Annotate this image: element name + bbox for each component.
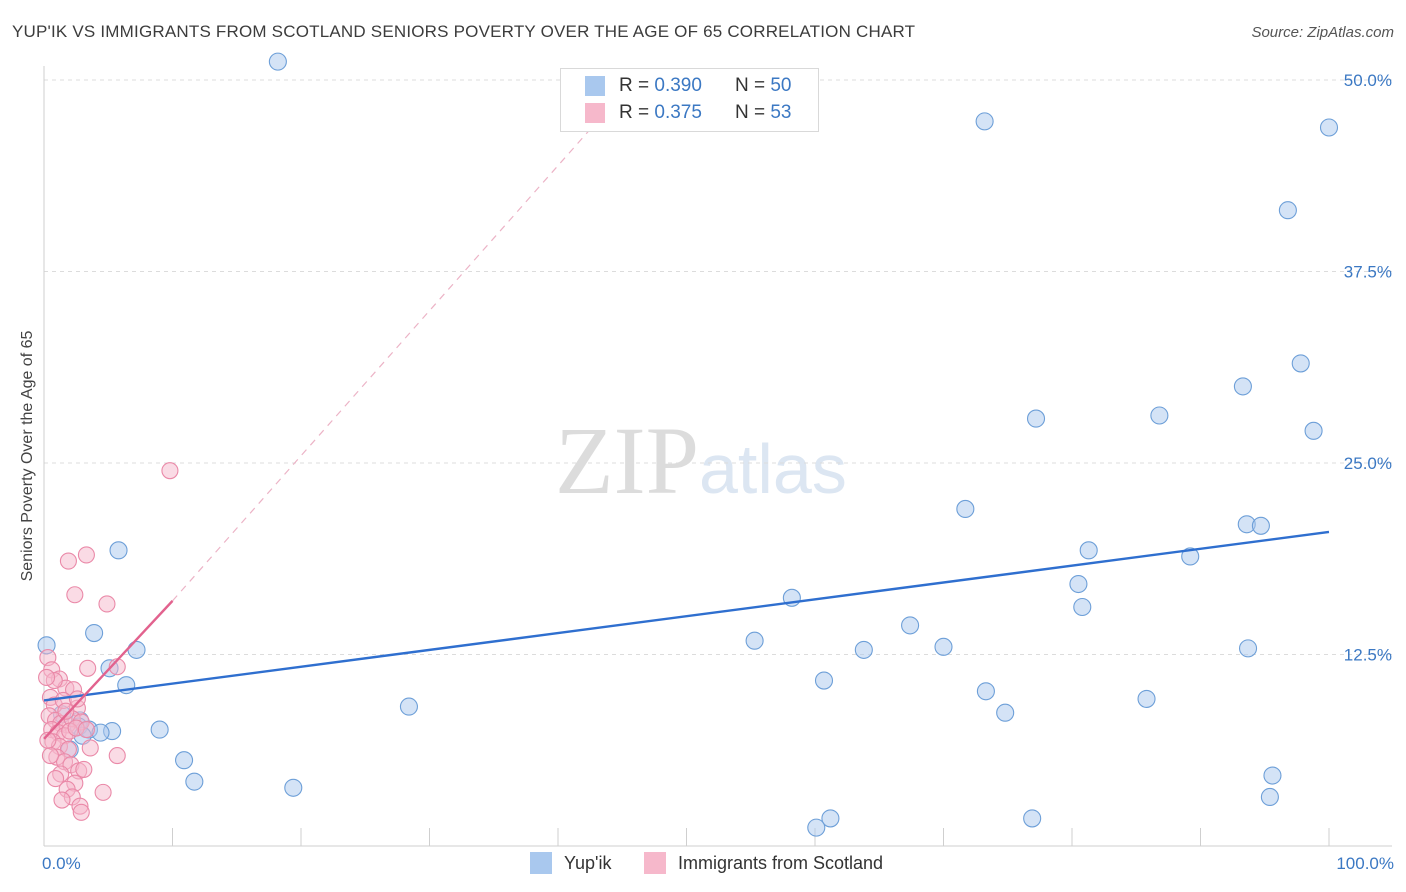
watermark-atlas: atlas [699, 430, 847, 508]
point-scotland [47, 770, 65, 788]
point-yupik [901, 616, 920, 635]
point-scotland [81, 739, 99, 757]
point-yupik [1304, 421, 1323, 440]
point-yupik [1069, 574, 1088, 594]
point-scotland [77, 721, 95, 739]
y-tick-label: 50.0% [1344, 71, 1392, 90]
point-yupik [1319, 118, 1339, 137]
legend-swatch-yupik [530, 852, 552, 874]
stats-r-label: R = [619, 75, 650, 96]
point-scotland [79, 659, 97, 677]
trendline-yupik [43, 530, 1330, 702]
stats-r-value: 0.375 [654, 102, 702, 123]
stats-n-value: 53 [770, 102, 792, 123]
point-scotland [75, 760, 93, 778]
point-scotland [98, 595, 116, 613]
point-scotland [38, 668, 56, 687]
point-scotland [66, 586, 84, 604]
point-yupik [1233, 377, 1252, 396]
point-yupik [175, 751, 194, 770]
stats-row-yupik: R = 0.390 N = 50 [585, 74, 791, 98]
stats-swatch-scotland [585, 103, 605, 123]
point-yupik [150, 720, 169, 739]
point-yupik [1238, 639, 1258, 658]
point-yupik [1291, 354, 1310, 373]
stats-n-value: 50 [770, 75, 792, 96]
point-yupik [976, 682, 995, 701]
y-tick-label: 12.5% [1344, 646, 1392, 665]
point-yupik [91, 723, 110, 742]
point-scotland [41, 747, 59, 765]
x-tick-label: 100.0% [1336, 854, 1394, 873]
point-scotland [59, 552, 77, 570]
stats-swatch-yupik [585, 76, 605, 96]
point-yupik [934, 637, 953, 656]
point-yupik [1137, 689, 1156, 708]
point-scotland [108, 747, 126, 765]
stats-r-label: R = [619, 102, 650, 123]
watermark-zip: ZIP [555, 407, 699, 514]
point-yupik [975, 112, 994, 131]
point-yupik [814, 671, 834, 690]
stats-box: R = 0.390 N = 50 R = 0.375 N = 53 [560, 68, 819, 132]
watermark: ZIPatlas [555, 405, 847, 516]
point-scotland [57, 702, 75, 720]
legend-item-scotland[interactable]: Immigrants from Scotland [644, 852, 883, 874]
trendline-scotland [43, 600, 174, 740]
stats-row-scotland: R = 0.375 N = 53 [585, 101, 791, 125]
point-scotland [77, 546, 95, 564]
point-yupik [745, 631, 764, 650]
point-yupik [1073, 597, 1092, 617]
point-yupik [185, 772, 204, 791]
trendline-scotland-extension [172, 107, 610, 602]
point-scotland [72, 803, 90, 821]
y-tick-label: 25.0% [1344, 454, 1392, 473]
y-tick-label: 37.5% [1344, 263, 1392, 282]
point-yupik [109, 541, 128, 560]
point-yupik [1150, 406, 1169, 425]
y-axis-label: Seniors Poverty Over the Age of 65 [19, 330, 36, 582]
point-yupik [1263, 766, 1282, 785]
point-yupik [1023, 809, 1042, 828]
point-yupik [399, 697, 418, 716]
point-yupik [1278, 201, 1297, 220]
point-yupik [268, 52, 287, 71]
legend-item-yupik[interactable]: Yup'ik [530, 852, 611, 874]
point-yupik [127, 640, 146, 659]
point-yupik [821, 809, 840, 828]
point-yupik [956, 499, 975, 519]
x-tick-label: 0.0% [42, 854, 81, 873]
source-label: Source: ZipAtlas.com [1251, 24, 1394, 41]
point-yupik [284, 778, 303, 797]
stats-n-label: N = [734, 75, 766, 96]
chart-title: YUP'IK VS IMMIGRANTS FROM SCOTLAND SENIO… [12, 22, 916, 41]
stats-n-label: N = [734, 102, 766, 123]
point-scotland [161, 462, 179, 480]
point-yupik [1251, 516, 1270, 535]
point-yupik [854, 640, 873, 659]
point-yupik [1079, 541, 1098, 560]
legend-label-yupik: Yup'ik [564, 852, 612, 873]
point-scotland [39, 731, 57, 749]
point-yupik [1181, 547, 1200, 566]
point-yupik [807, 818, 826, 837]
point-yupik [996, 703, 1015, 722]
legend-label-scotland: Immigrants from Scotland [678, 852, 884, 873]
point-yupik [1260, 787, 1279, 807]
point-yupik [85, 624, 104, 643]
point-scotland [94, 783, 112, 801]
point-yupik [1026, 409, 1046, 428]
stats-r-value: 0.390 [654, 75, 702, 96]
legend-swatch-scotland [644, 852, 666, 874]
point-scotland [53, 791, 71, 809]
